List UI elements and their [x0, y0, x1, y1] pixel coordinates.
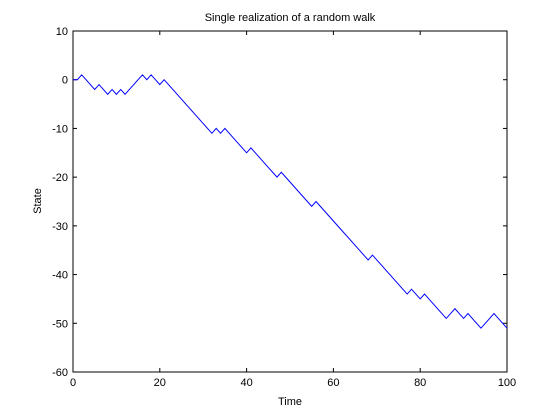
y-tick-label: -60	[52, 367, 68, 379]
plot-area	[72, 30, 508, 373]
y-tick-label: 10	[56, 26, 68, 38]
y-tick-label: -20	[52, 172, 68, 184]
x-axis-label: Time	[278, 396, 302, 408]
series-group	[73, 74, 508, 329]
axis-ticks	[72, 30, 508, 373]
y-tick-label: -30	[52, 221, 68, 233]
x-tick-label: 0	[70, 377, 76, 389]
chart-title: Single realization of a random walk	[205, 12, 376, 24]
y-tick-label: -10	[52, 123, 68, 135]
x-tick-labels: 0 20 40 60 80 100	[70, 377, 516, 389]
x-tick-label: 60	[327, 377, 339, 389]
y-tick-label: -40	[52, 270, 68, 282]
y-axis-label: State	[32, 188, 44, 214]
x-tick-label: 40	[240, 377, 252, 389]
series-line	[73, 74, 508, 329]
x-tick-label: 100	[498, 377, 516, 389]
x-tick-label: 80	[414, 377, 426, 389]
x-tick-label: 20	[154, 377, 166, 389]
y-tick-label: -50	[52, 318, 68, 330]
y-tick-labels: 10 0 -10 -20 -30 -40 -50 -60	[52, 26, 68, 379]
y-tick-label: 0	[62, 75, 68, 87]
